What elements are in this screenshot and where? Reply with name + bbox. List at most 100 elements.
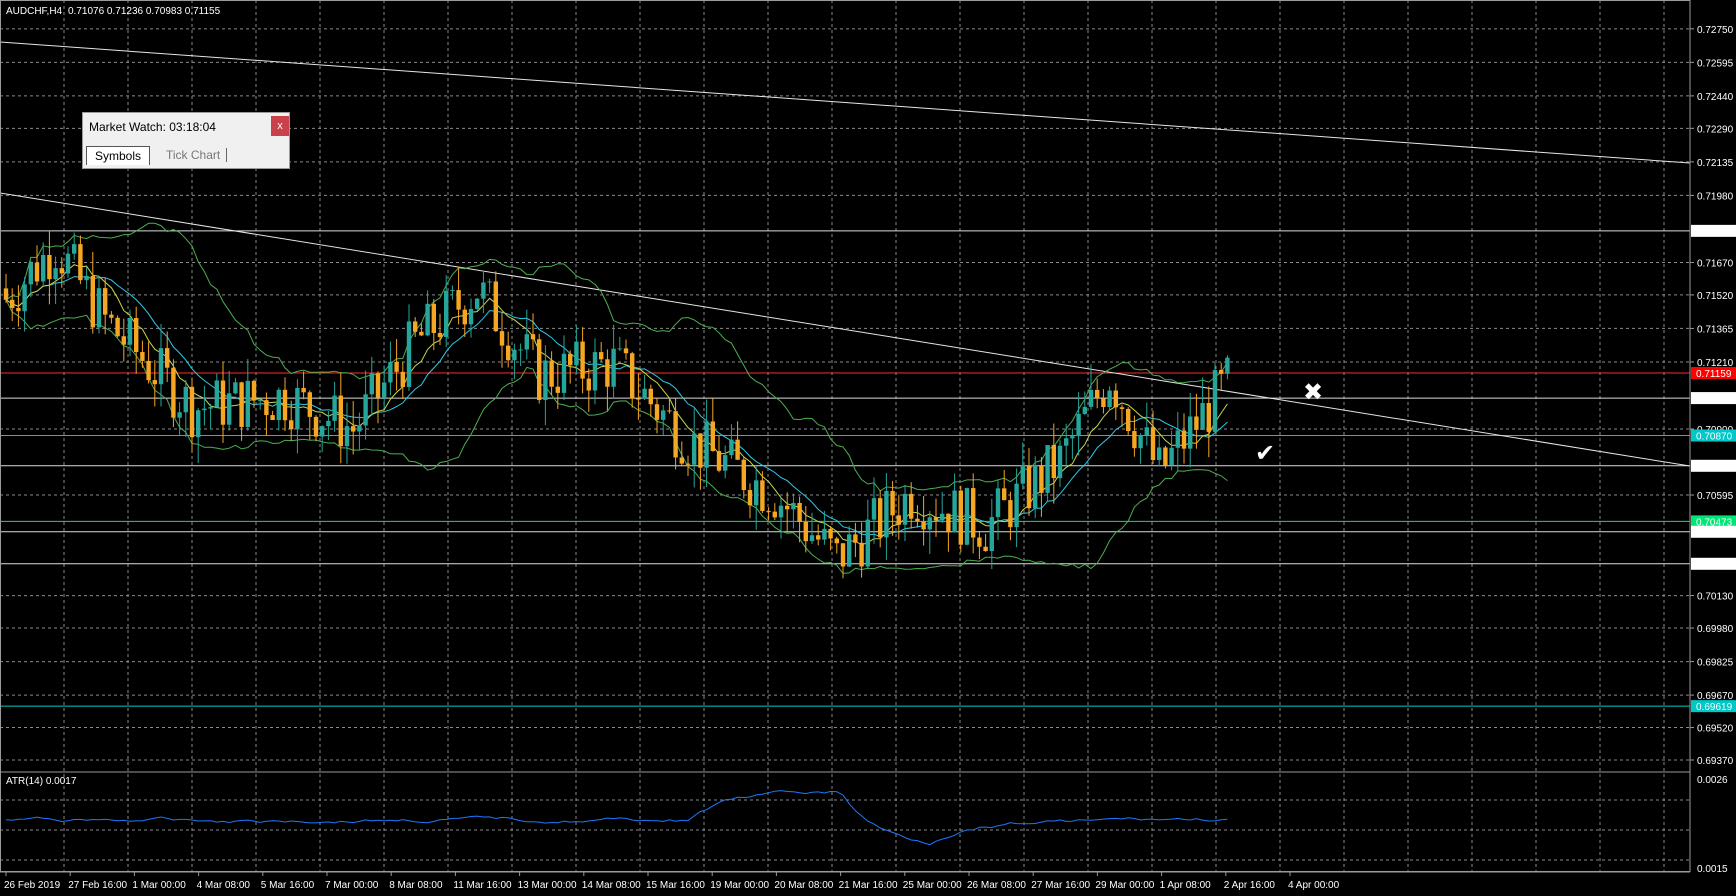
candle-body	[933, 517, 939, 521]
candle-body	[902, 493, 908, 525]
candle-body	[555, 386, 560, 393]
candle-body	[1045, 445, 1050, 493]
candle-body	[1014, 483, 1019, 528]
candle-body	[394, 361, 399, 372]
candle-body	[1033, 465, 1038, 509]
tab-tick-chart[interactable]: Tick Chart	[166, 148, 221, 162]
candle-body	[1057, 445, 1063, 479]
price-level-label: 0.71043	[1696, 394, 1733, 405]
price-level-badge	[1691, 366, 1736, 379]
candle-body	[958, 490, 963, 545]
candle-body	[134, 318, 139, 353]
candle-body	[630, 353, 635, 399]
candle-body	[723, 455, 728, 471]
atr-scale-high: 0.0026	[1697, 775, 1728, 786]
candle-body	[865, 519, 870, 567]
candle-body	[884, 490, 889, 538]
candle-body	[59, 268, 64, 274]
candle-body	[351, 426, 356, 432]
candle-body	[1188, 416, 1193, 449]
time-tick-label: 1 Mar 00:00	[132, 880, 186, 891]
trendline-lower	[0, 192, 1691, 467]
candle-body	[1150, 427, 1156, 461]
candle-body	[952, 490, 957, 533]
candle-body	[34, 262, 40, 282]
tab-symbols[interactable]: Symbols	[86, 146, 151, 165]
candle-body	[270, 415, 275, 421]
candle-body	[685, 463, 691, 465]
candle-body	[995, 488, 1001, 518]
candle-body	[983, 546, 988, 552]
candle-body	[276, 389, 281, 421]
price-level-label: 0.69619	[1696, 702, 1733, 713]
candle-body	[1175, 430, 1180, 448]
candle-body	[332, 395, 337, 421]
price-tick-label: 0.69980	[1697, 624, 1734, 635]
candle-body	[369, 373, 374, 395]
price-tick-label: 0.70595	[1697, 491, 1734, 502]
candle-body	[1082, 406, 1087, 414]
candle-body	[1070, 436, 1075, 439]
candle-body	[28, 262, 33, 285]
candle-body	[109, 314, 114, 318]
candle-body	[444, 290, 449, 338]
candle-body	[927, 517, 932, 530]
chart-grid	[0, 0, 1690, 872]
candle-body	[437, 332, 443, 338]
price-tick-label: 0.71365	[1697, 324, 1734, 335]
candle-body	[344, 426, 350, 447]
candle-body	[103, 288, 108, 315]
candle-body	[258, 400, 263, 402]
candle-body	[227, 393, 232, 425]
candle-body	[754, 480, 759, 506]
price-tick-label: 0.71980	[1697, 191, 1734, 202]
price-tick-label: 0.69825	[1697, 658, 1734, 669]
candle-body	[1088, 389, 1094, 407]
candle-body	[698, 433, 703, 468]
candle-body	[586, 378, 591, 391]
candle-body	[233, 382, 238, 394]
candle-body	[561, 353, 567, 393]
candle-body	[245, 380, 250, 427]
candle-body	[642, 388, 647, 399]
candle-body	[896, 515, 901, 525]
candle-body	[543, 360, 548, 401]
candle-body	[946, 513, 951, 533]
candle-body	[1064, 438, 1069, 446]
candle-body	[648, 388, 653, 405]
candle-body	[239, 382, 244, 427]
candle-body	[313, 416, 319, 437]
candle-body	[146, 360, 151, 381]
time-tick-label: 25 Mar 00:00	[903, 880, 962, 891]
price-tick-label: 0.69670	[1697, 691, 1734, 702]
candle-body	[90, 275, 95, 328]
candle-body	[617, 348, 622, 350]
candle-body	[834, 538, 839, 544]
candle-body	[1181, 430, 1187, 449]
price-tick-label: 0.71670	[1697, 258, 1734, 269]
price-tick-label: 0.70130	[1697, 592, 1734, 603]
candle-body	[537, 339, 542, 401]
time-tick-label: 29 Mar 00:00	[1095, 880, 1154, 891]
candle-body	[189, 386, 195, 438]
candle-body	[847, 534, 852, 567]
candle-body	[1113, 390, 1118, 408]
candle-body	[65, 253, 71, 274]
candle-body	[1194, 416, 1199, 430]
candle-body	[208, 407, 213, 409]
candle-body	[282, 389, 288, 421]
candle-body	[1169, 447, 1174, 466]
time-tick-label: 2 Apr 16:00	[1224, 880, 1276, 891]
candle-body	[667, 410, 672, 412]
candle-body	[1051, 445, 1056, 479]
close-button[interactable]: x	[271, 116, 289, 136]
candle-body	[493, 281, 498, 332]
market-watch-window[interactable]: Market Watch: 03:18:04 x Symbols Tick Ch…	[82, 112, 290, 169]
time-tick-label: 26 Mar 08:00	[967, 880, 1026, 891]
candle-body	[1163, 447, 1168, 466]
symbol-label: AUDCHF,H4	[6, 6, 63, 17]
candle-body	[72, 244, 77, 254]
candle-body	[989, 517, 994, 552]
